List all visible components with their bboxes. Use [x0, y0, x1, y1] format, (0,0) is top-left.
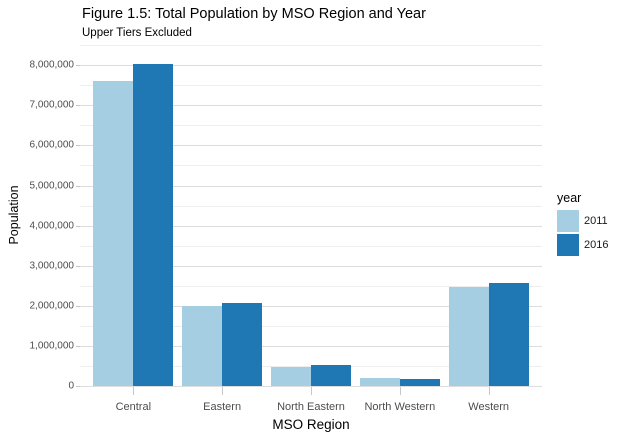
gridline-major: [80, 346, 542, 347]
chart-title: Figure 1.5: Total Population by MSO Regi…: [82, 6, 426, 22]
y-tick-mark: [76, 65, 80, 66]
y-tick-mark: [76, 226, 80, 227]
y-tick-label: 5,000,000: [29, 180, 75, 192]
y-tick-mark: [76, 186, 80, 187]
y-tick-label: 8,000,000: [29, 59, 75, 71]
gridline-minor: [80, 125, 542, 126]
y-tick-label: 3,000,000: [29, 260, 75, 272]
gridline-minor: [80, 206, 542, 207]
legend-swatch-2011: [557, 210, 579, 232]
gridline-major: [80, 386, 542, 387]
gridline-minor: [80, 165, 542, 166]
legend-items: 2011 2016: [557, 210, 608, 256]
bar-2011-north-eastern: [271, 367, 311, 386]
bar-2016-central: [133, 64, 174, 386]
legend-title: year: [557, 191, 582, 205]
gridline-major: [80, 306, 542, 307]
y-axis-title: Population: [7, 185, 21, 245]
gridline-minor: [80, 45, 542, 46]
legend-item-2016: 2016: [557, 234, 608, 256]
x-tick-mark: [222, 387, 223, 395]
gridline-major: [80, 145, 542, 146]
y-tick-mark: [76, 346, 80, 347]
bar-2016-eastern: [222, 302, 263, 386]
gridline-minor: [80, 246, 542, 247]
legend-label: 2011: [584, 215, 608, 227]
x-tick-mark: [400, 387, 401, 395]
gridline-minor: [80, 85, 542, 86]
y-tick-label: 7,000,000: [29, 99, 75, 111]
y-tick-mark: [76, 105, 80, 106]
bar-2016-north-western: [399, 378, 440, 386]
x-axis-title: MSO Region: [272, 417, 350, 432]
y-tick-mark: [76, 386, 80, 387]
gridline-minor: [80, 286, 542, 287]
x-tick-label: Eastern: [203, 401, 242, 413]
x-tick-mark: [133, 387, 134, 395]
chart-subtitle: Upper Tiers Excluded: [82, 27, 192, 39]
x-tick-label: North Eastern: [277, 401, 345, 413]
y-tick-mark: [76, 145, 80, 146]
legend: year 2011 2016: [557, 191, 608, 258]
y-tick-label: 0: [68, 380, 74, 392]
y-tick-mark: [76, 266, 80, 267]
y-tick-label: 4,000,000: [29, 220, 75, 232]
gridline-minor: [80, 326, 542, 327]
x-tick-label: Western: [468, 401, 510, 413]
gridline-major: [80, 186, 542, 187]
y-tick-label: 2,000,000: [29, 300, 75, 312]
y-tick-label: 6,000,000: [29, 139, 75, 151]
legend-swatch-2016: [557, 234, 579, 256]
gridline-major: [80, 266, 542, 267]
x-tick-label: Central: [115, 401, 152, 413]
legend-label: 2016: [584, 239, 609, 251]
plot-panel: [80, 44, 542, 387]
x-tick-mark: [311, 387, 312, 395]
x-tick-label: North Western: [364, 401, 436, 413]
legend-item-2011: 2011: [557, 210, 608, 232]
y-tick-label: 1,000,000: [29, 340, 75, 352]
x-tick-mark: [489, 387, 490, 395]
gridline-major: [80, 226, 542, 227]
bar-2016-north-eastern: [311, 364, 351, 386]
bar-2011-eastern: [182, 305, 223, 386]
gridline-major: [80, 105, 542, 106]
bar-2016-western: [488, 282, 529, 386]
y-tick-mark: [76, 306, 80, 307]
bar-2011-central: [93, 81, 134, 386]
gridline-major: [80, 65, 542, 66]
bar-2011-western: [448, 287, 489, 386]
bar-2011-north-western: [359, 377, 400, 386]
